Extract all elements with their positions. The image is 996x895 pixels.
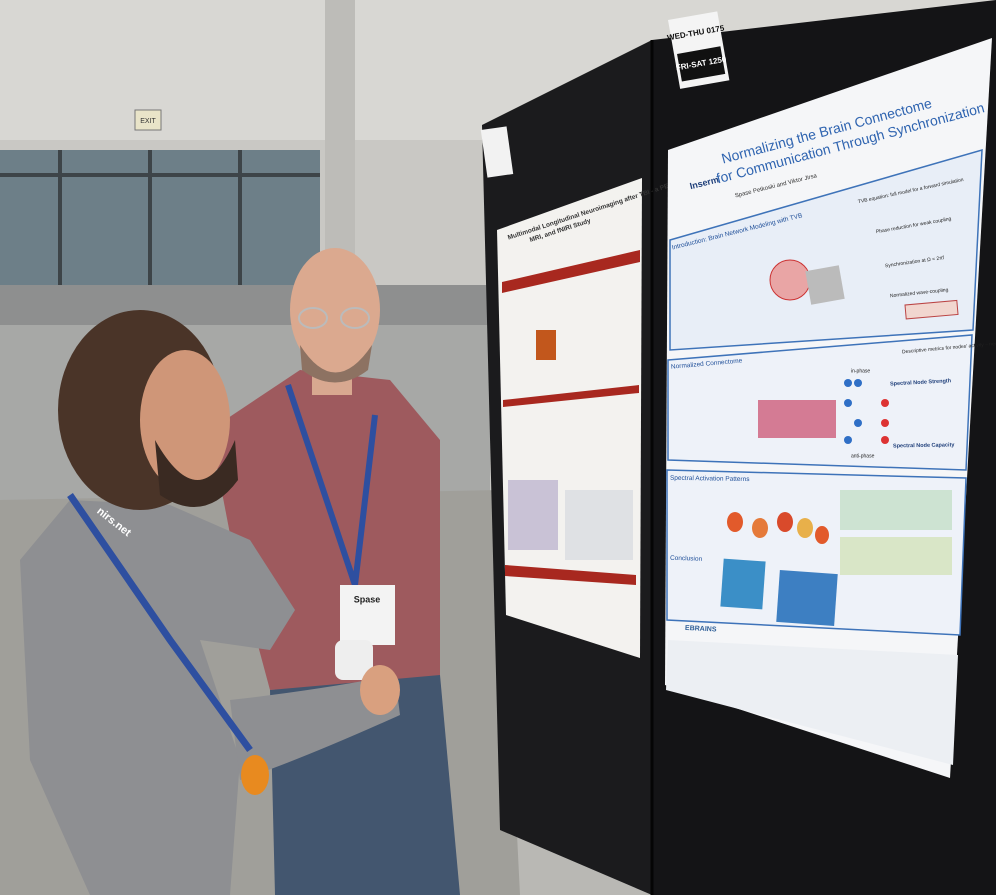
section-title: Conclusion [670,555,703,563]
name-badge [340,585,395,645]
lanyard [67,493,253,753]
connectome-matrix [758,400,836,438]
phase-dots [844,379,862,444]
phase-dots [881,399,889,444]
poster-left-band [502,250,640,293]
person-head [290,248,380,372]
heatmap [720,558,766,610]
left-board-sign [480,126,514,178]
phase-label: in-phase [851,368,870,374]
brain-figure [769,259,811,301]
activation-brains [727,512,829,544]
glasses [298,307,370,329]
section-panel [669,148,983,351]
metric-label: Spectral Node Capacity [893,442,955,449]
poster-left-band [503,385,639,407]
metric-label: Spectral Node Strength [890,378,952,387]
person-arm [230,675,400,780]
exit-sign [134,109,162,131]
badge-name: Spase [354,594,381,604]
poster-left-figure [536,330,556,360]
spectra-plot [840,490,952,530]
poster-references [666,640,958,765]
sign-band [677,46,726,82]
person-sweater [20,500,295,895]
phase-label: anti-phase [851,453,875,459]
coffee-cup [335,640,373,680]
connectome-figure [805,265,845,305]
logo: EBRAINS [685,625,717,634]
person-face [140,350,230,490]
board-sign: WED-THU 0175 FRI-SAT 1250 [666,11,730,89]
truss [0,285,490,325]
heatmap [776,570,838,626]
person-hand [360,665,400,715]
section-title: Spectral Activation Patterns [670,475,750,483]
person-beard [155,440,238,507]
spectra-plot [840,537,952,575]
person-beard [300,345,372,383]
exit-text: EXIT [140,118,156,125]
poster-left [497,178,642,658]
wristband [241,755,269,795]
window-frame [0,150,320,285]
equation-box [904,299,959,320]
poster-left-figure [565,490,633,560]
window [0,150,320,285]
poster-left-band [505,565,636,585]
poster-left-figure [508,480,558,550]
